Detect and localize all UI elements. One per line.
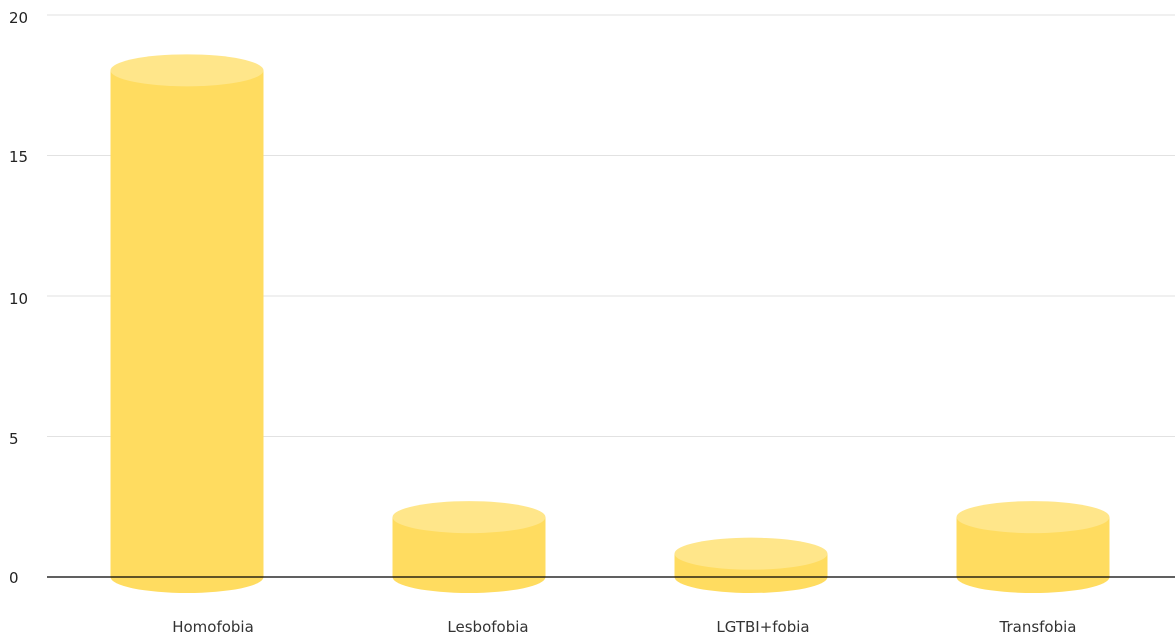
x-label-transfobia: Transfobia bbox=[999, 618, 1077, 636]
bars bbox=[110, 54, 1110, 594]
y-tick-label-5: 5 bbox=[9, 430, 19, 448]
bar-body-lesbofobia bbox=[392, 517, 546, 593]
y-tick-label-20: 20 bbox=[9, 9, 28, 27]
bar-body-transfobia bbox=[956, 517, 1110, 593]
bar-lesbofobia bbox=[392, 501, 546, 593]
y-tick-label-15: 15 bbox=[9, 148, 28, 166]
bar-homofobia bbox=[110, 54, 264, 594]
x-axis-category-labels: Homofobia Lesbofobia LGTBI+fobia Transfo… bbox=[172, 618, 1076, 636]
x-label-lgtbi-fobia: LGTBI+fobia bbox=[716, 618, 809, 636]
bar-top-homofobia bbox=[110, 54, 264, 87]
x-label-homofobia: Homofobia bbox=[172, 618, 254, 636]
x-label-lesbofobia: Lesbofobia bbox=[447, 618, 528, 636]
bar-top-lesbofobia bbox=[392, 501, 546, 534]
y-tick-label-0: 0 bbox=[9, 569, 19, 587]
y-axis-tick-labels: 0 5 10 15 20 bbox=[9, 9, 28, 587]
bar-body-homofobia bbox=[110, 70, 264, 594]
bar-lgtbi-fobia bbox=[674, 537, 828, 593]
bar-top-transfobia bbox=[956, 501, 1110, 534]
bar-top-lgtbi-fobia bbox=[674, 537, 828, 570]
y-tick-label-10: 10 bbox=[9, 290, 28, 308]
bar-transfobia bbox=[956, 501, 1110, 593]
